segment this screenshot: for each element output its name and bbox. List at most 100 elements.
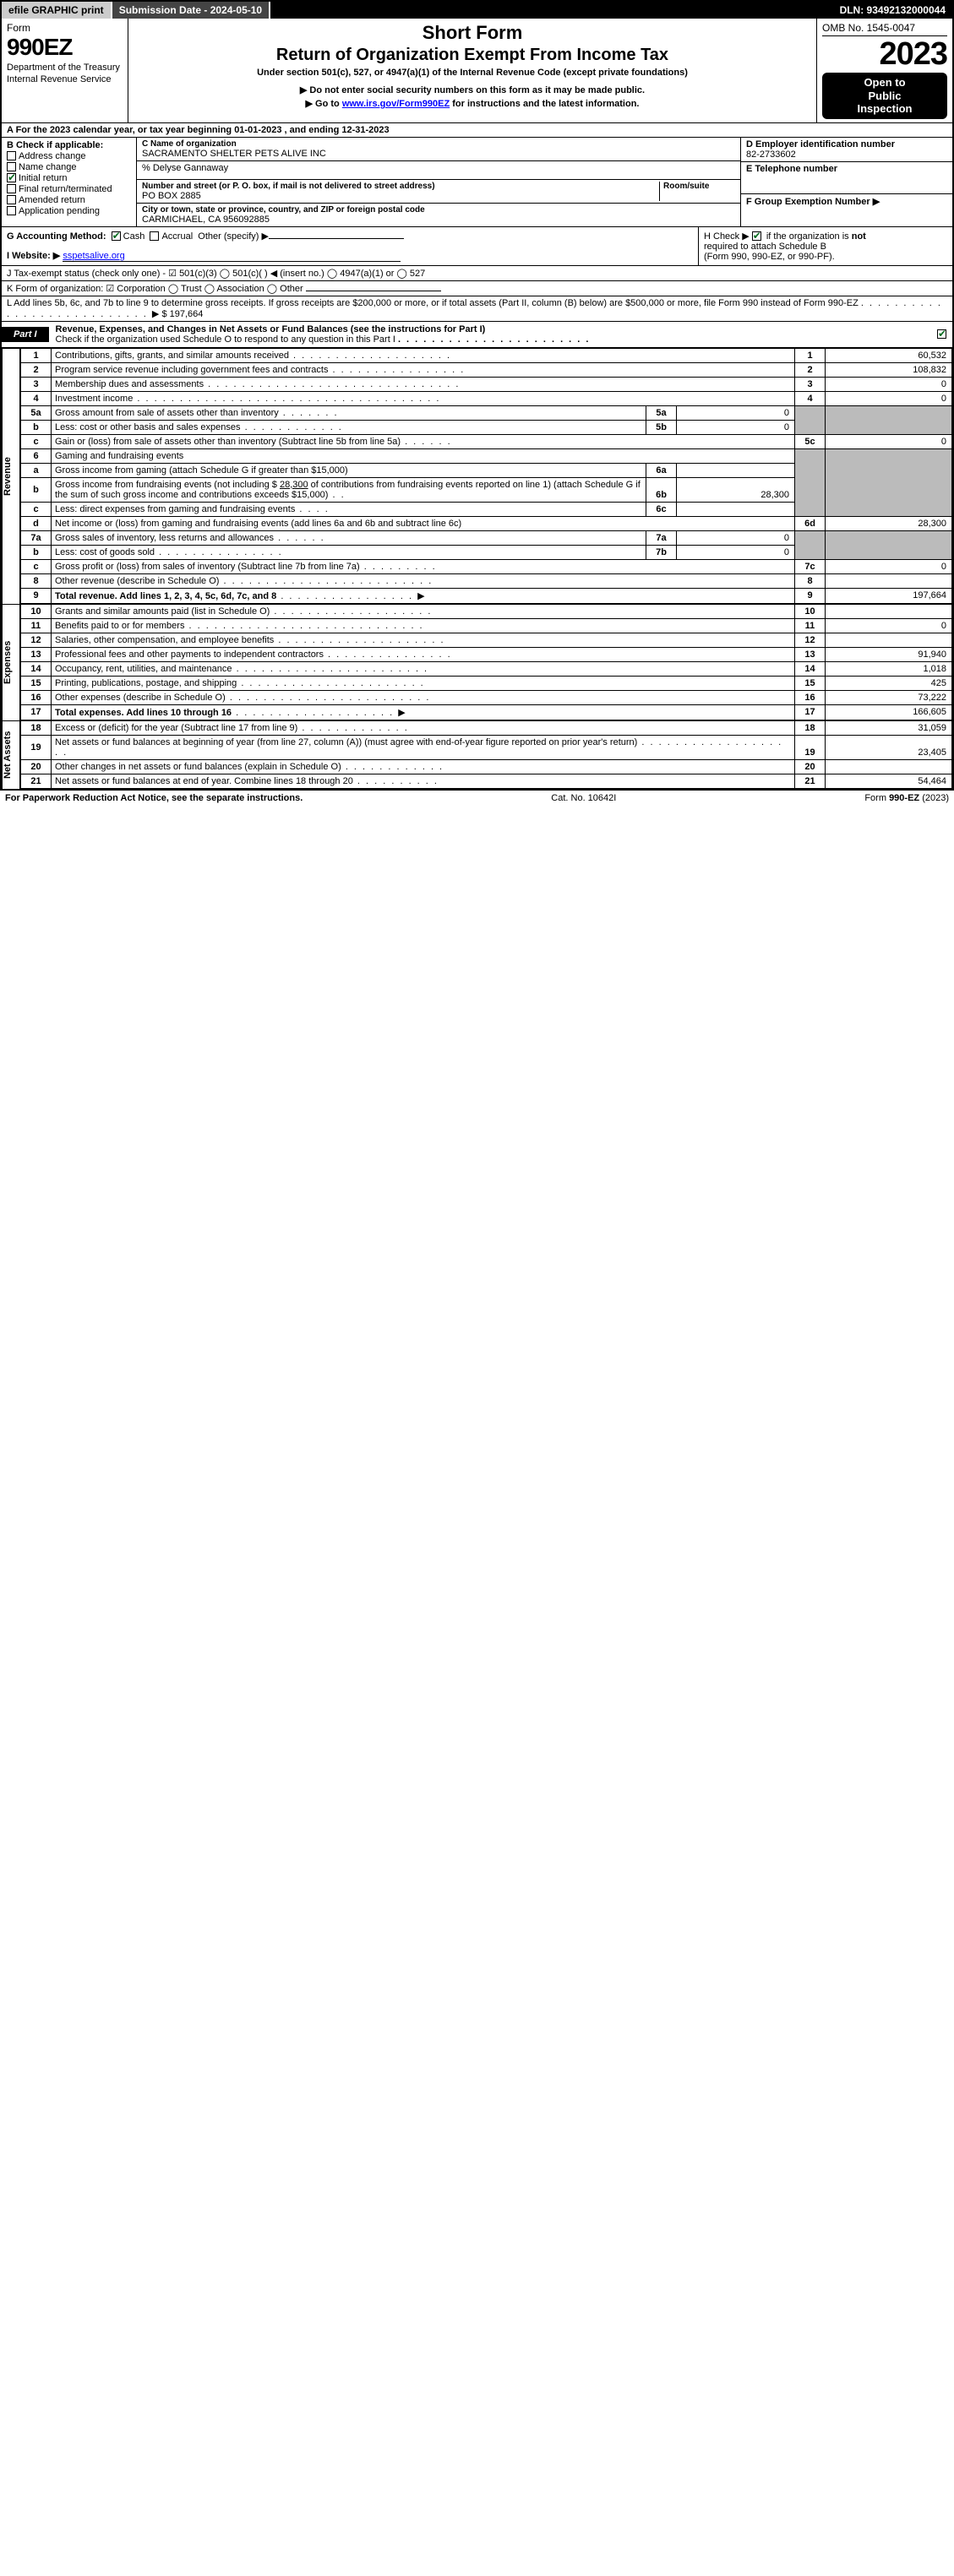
- revenue-table: 1 Contributions, gifts, grants, and simi…: [20, 348, 952, 604]
- line-6d: d Net income or (loss) from gaming and f…: [21, 516, 952, 530]
- line-15: 15Printing, publications, postage, and s…: [21, 676, 952, 690]
- open-line1: Open to: [824, 76, 946, 90]
- line-7a: 7a Gross sales of inventory, less return…: [21, 530, 952, 545]
- expenses-table: 10Grants and similar amounts paid (list …: [20, 604, 952, 720]
- lbl-org-name: C Name of organization: [142, 139, 735, 149]
- subtitle-section: Under section 501(c), 527, or 4947(a)(1)…: [134, 68, 811, 78]
- city: CARMICHAEL, CA 956092885: [142, 215, 735, 225]
- street: PO BOX 2885: [142, 191, 659, 201]
- line-16: 16Other expenses (describe in Schedule O…: [21, 690, 952, 704]
- header-right: OMB No. 1545-0047 2023 Open to Public In…: [817, 19, 952, 122]
- row-i: I Website: ▶ sspetsalive.org: [7, 250, 693, 262]
- lbl-phone: E Telephone number: [746, 164, 947, 174]
- row-l: L Add lines 5b, 6c, and 7b to line 9 to …: [2, 296, 952, 322]
- header-left: Form 990EZ Department of the Treasury In…: [2, 19, 128, 122]
- line-6b: b Gross income from fundraising events (…: [21, 477, 952, 502]
- line-6: 6 Gaming and fundraising events: [21, 448, 952, 463]
- footer-left: For Paperwork Reduction Act Notice, see …: [5, 793, 303, 803]
- goto-post: for instructions and the latest informat…: [450, 99, 639, 109]
- accounting-other-input[interactable]: [269, 238, 404, 239]
- part1-tab: Part I: [2, 327, 49, 342]
- line-3: 3 Membership dues and assessments . . . …: [21, 377, 952, 391]
- vlabel-netassets: Net Assets: [2, 720, 20, 789]
- line-21: 21Net assets or fund balances at end of …: [21, 774, 952, 788]
- form-header: Form 990EZ Department of the Treasury In…: [2, 19, 952, 123]
- chk-amended[interactable]: Amended return: [7, 195, 131, 205]
- chk-schedule-b[interactable]: [752, 231, 761, 241]
- row-a-period: A For the 2023 calendar year, or tax yea…: [2, 123, 952, 138]
- dept-irs: Internal Revenue Service: [7, 74, 123, 84]
- row-g: G Accounting Method: Cash Accrual Other …: [2, 227, 699, 265]
- line-18: 18Excess or (deficit) for the year (Subt…: [21, 720, 952, 735]
- chk-accrual[interactable]: [150, 231, 159, 241]
- top-bar: efile GRAPHIC print Submission Date - 20…: [2, 2, 952, 19]
- website-link[interactable]: sspetsalive.org: [63, 251, 401, 262]
- chk-pending[interactable]: Application pending: [7, 206, 131, 216]
- omb-number: OMB No. 1545-0047: [822, 22, 947, 36]
- line-13: 13Professional fees and other payments t…: [21, 647, 952, 661]
- lbl-ein: D Employer identification number: [746, 139, 947, 149]
- line-2: 2 Program service revenue including gove…: [21, 362, 952, 377]
- box-f: F Group Exemption Number ▶: [741, 194, 952, 221]
- lbl-website: I Website: ▶: [7, 251, 60, 261]
- line-12: 12Salaries, other compensation, and empl…: [21, 633, 952, 647]
- chk-name-change[interactable]: Name change: [7, 162, 131, 172]
- lbl-city: City or town, state or province, country…: [142, 205, 735, 215]
- line-1: 1 Contributions, gifts, grants, and simi…: [21, 348, 952, 362]
- part1-title: Revenue, Expenses, and Changes in Net As…: [49, 322, 934, 347]
- line-5c: c Gain or (loss) from sale of assets oth…: [21, 434, 952, 448]
- chk-initial-return[interactable]: Initial return: [7, 173, 131, 183]
- dept-treasury: Department of the Treasury: [7, 62, 123, 73]
- lbl-accounting: G Accounting Method:: [7, 231, 106, 242]
- irs-link[interactable]: www.irs.gov/Form990EZ: [342, 99, 450, 109]
- org-name: SACRAMENTO SHELTER PETS ALIVE INC: [142, 149, 735, 159]
- box-e: E Telephone number: [741, 162, 952, 194]
- row-j: J Tax-exempt status (check only one) - ☑…: [2, 266, 952, 281]
- care-of: % Delyse Gannaway: [142, 163, 735, 173]
- line-5b: b Less: cost or other basis and sales ex…: [21, 420, 952, 434]
- subtitle-ssn: ▶ Do not enter social security numbers o…: [134, 84, 811, 95]
- line-19: 19Net assets or fund balances at beginni…: [21, 735, 952, 759]
- dln-label: DLN: 93492132000044: [833, 2, 952, 19]
- street-cell: Number and street (or P. O. box, if mail…: [137, 180, 740, 204]
- line-9: 9 Total revenue. Add lines 1, 2, 3, 4, 5…: [21, 588, 952, 603]
- line-8: 8 Other revenue (describe in Schedule O)…: [21, 573, 952, 588]
- lbl-group-exempt: F Group Exemption Number ▶: [746, 197, 880, 207]
- open-line3: Inspection: [824, 102, 946, 116]
- footer-right: Form 990-EZ (2023): [864, 793, 949, 803]
- line-11: 11Benefits paid to or for members . . . …: [21, 618, 952, 633]
- part1-header: Part I Revenue, Expenses, and Changes in…: [2, 322, 952, 348]
- vlabel-revenue: Revenue: [2, 348, 20, 604]
- box-b: B Check if applicable: Address change Na…: [2, 138, 137, 226]
- chk-cash[interactable]: [112, 231, 121, 241]
- netassets-table: 18Excess or (deficit) for the year (Subt…: [20, 720, 952, 789]
- section-bcdef: B Check if applicable: Address change Na…: [2, 138, 952, 227]
- form-word: Form: [7, 22, 123, 34]
- line-6a: a Gross income from gaming (attach Sched…: [21, 463, 952, 477]
- footer-catno: Cat. No. 10642I: [551, 793, 616, 803]
- row-h: H Check ▶ if the organization is not req…: [699, 227, 952, 265]
- line-7b: b Less: cost of goods sold . . . . . . .…: [21, 545, 952, 559]
- care-of-cell: % Delyse Gannaway: [137, 161, 740, 180]
- lbl-room: Room/suite: [663, 182, 735, 191]
- city-cell: City or town, state or province, country…: [137, 204, 740, 226]
- ein: 82-2733602: [746, 149, 947, 160]
- header-mid: Short Form Return of Organization Exempt…: [128, 19, 817, 122]
- lbl-street: Number and street (or P. O. box, if mail…: [142, 182, 659, 191]
- box-b-header: B Check if applicable:: [7, 140, 131, 150]
- form-number: 990EZ: [7, 34, 123, 61]
- part1-check[interactable]: [934, 329, 952, 340]
- open-inspection-badge: Open to Public Inspection: [822, 73, 947, 119]
- submission-date: Submission Date - 2024-05-10: [112, 2, 270, 19]
- subtitle-goto: ▶ Go to www.irs.gov/Form990EZ for instru…: [134, 98, 811, 109]
- form-container: efile GRAPHIC print Submission Date - 20…: [0, 0, 954, 791]
- title-return: Return of Organization Exempt From Incom…: [134, 46, 811, 65]
- goto-pre: ▶ Go to: [306, 99, 342, 109]
- line-7c: c Gross profit or (loss) from sales of i…: [21, 559, 952, 573]
- efile-print-label[interactable]: efile GRAPHIC print: [2, 2, 112, 19]
- line-20: 20Other changes in net assets or fund ba…: [21, 759, 952, 774]
- chk-final-return[interactable]: Final return/terminated: [7, 184, 131, 194]
- line-17: 17Total expenses. Add lines 10 through 1…: [21, 704, 952, 720]
- chk-address-change[interactable]: Address change: [7, 151, 131, 161]
- line-14: 14Occupancy, rent, utilities, and mainte…: [21, 661, 952, 676]
